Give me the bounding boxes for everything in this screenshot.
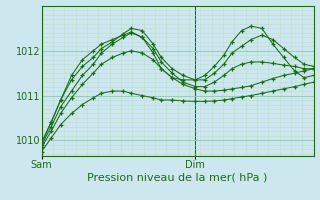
X-axis label: Pression niveau de la mer( hPa ): Pression niveau de la mer( hPa ) bbox=[87, 173, 268, 183]
